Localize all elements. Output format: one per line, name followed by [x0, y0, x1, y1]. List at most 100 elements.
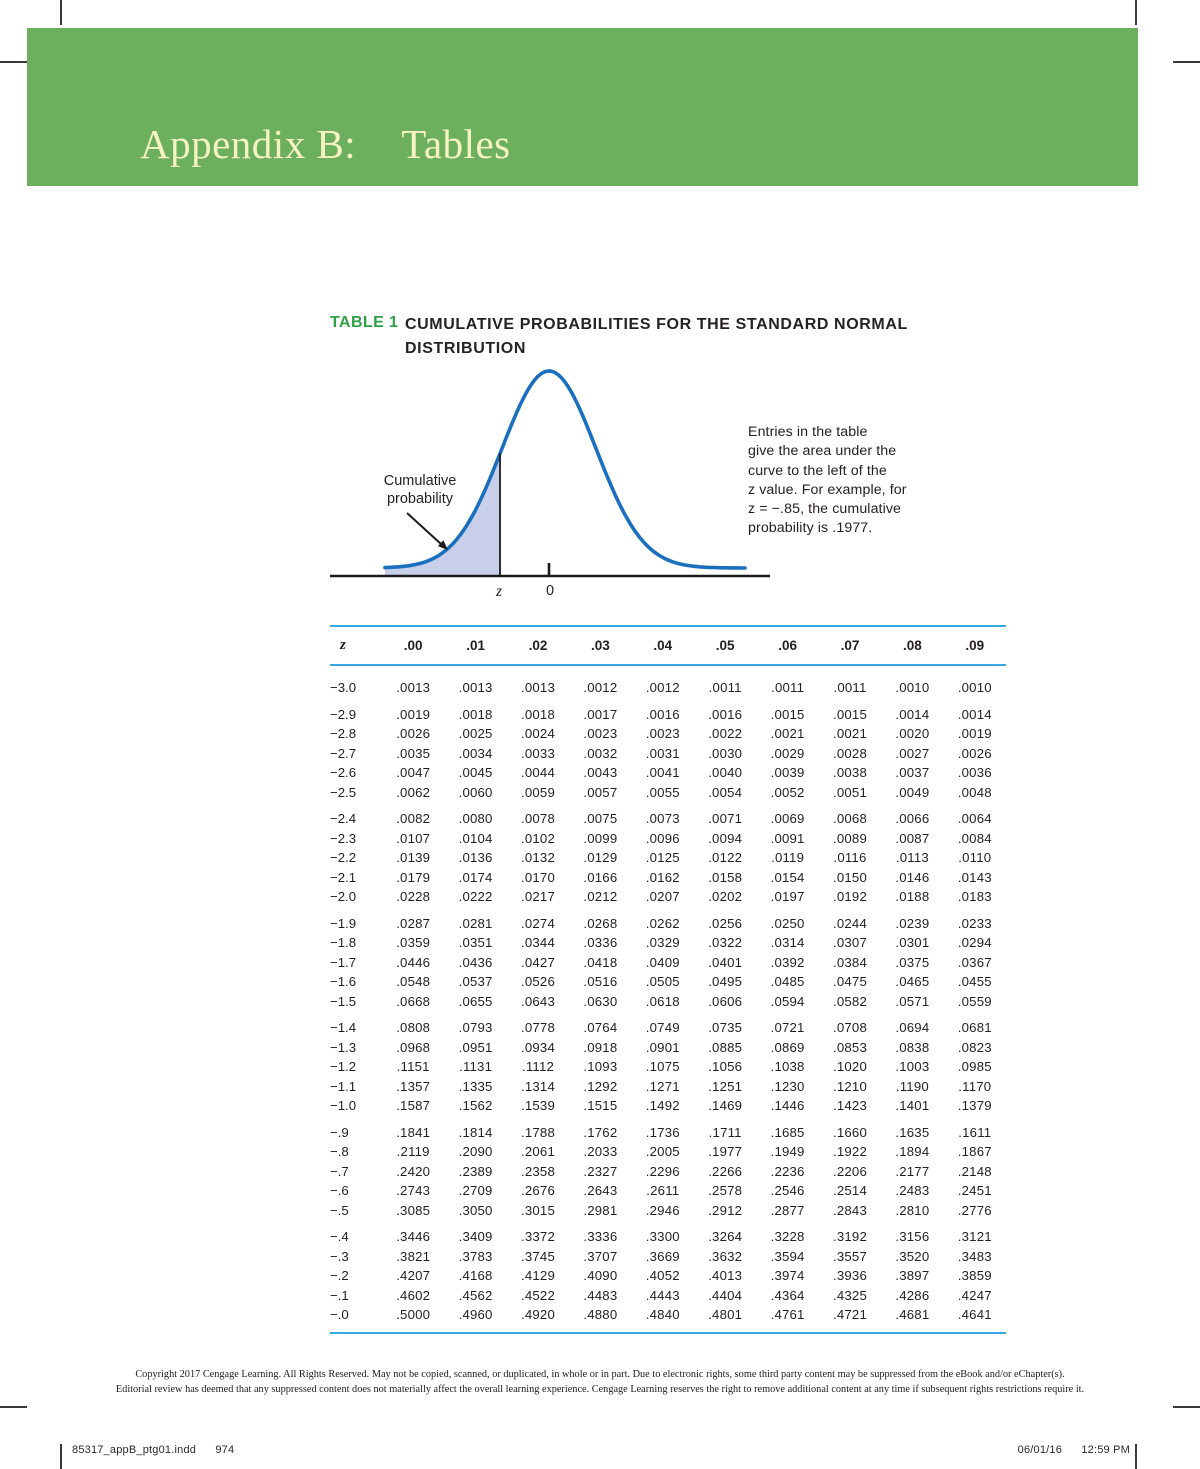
probability-value: .0029 — [770, 745, 805, 761]
probability-value: .1335 — [458, 1078, 493, 1094]
probability-value: .0021 — [832, 726, 867, 742]
footer-right: 06/01/16 12:59 PM — [1018, 1444, 1130, 1456]
z-value: −.0 — [330, 1307, 349, 1323]
probability-value: .0287 — [396, 915, 431, 931]
probability-value: .0375 — [895, 954, 930, 970]
probability-value: .0212 — [583, 889, 618, 905]
normal-curve — [383, 369, 747, 570]
probability-value: .3483 — [957, 1248, 992, 1264]
z-value: −.9 — [330, 1124, 349, 1140]
z-value: −.2 — [330, 1268, 349, 1284]
probability-value: .0384 — [832, 954, 867, 970]
probability-value: .0778 — [520, 1020, 555, 1036]
probability-value: .0951 — [458, 1039, 493, 1055]
probability-value: .1922 — [832, 1144, 867, 1160]
probability-value: .0475 — [832, 974, 867, 990]
probability-value: .0052 — [770, 784, 805, 800]
table-number-label: TABLE 1 — [330, 314, 399, 331]
table-row: −1.5 .0668 .0655 .0643 .0630 .0618 .0606 .0594.… — [330, 992, 1006, 1012]
figure-note: Entries in the table give the area under… — [748, 423, 968, 539]
z-value: −.1 — [330, 1287, 349, 1303]
probability-value: .1131 — [459, 1059, 493, 1075]
probability-value: .0655 — [458, 993, 493, 1009]
cumulative-probability-label-line1: Cumulative — [384, 473, 457, 489]
probability-value: .0013 — [520, 680, 555, 696]
probability-value: .0089 — [832, 830, 867, 846]
probability-value: .0048 — [957, 784, 992, 800]
probability-value: .0401 — [708, 954, 743, 970]
probability-value: .0010 — [895, 680, 930, 696]
row-group: −2.9 .0019 .0018 .0018 .0017 .0016 .0016 .0015.… — [330, 705, 1006, 803]
table-row: −2.8 .0026 .0025 .0024 .0023 .0023 .0022 .0021.… — [330, 724, 1006, 744]
probability-value: .0014 — [957, 706, 992, 722]
probability-value: .0239 — [895, 915, 930, 931]
probability-value: .0080 — [458, 811, 493, 827]
probability-value: .0026 — [957, 745, 992, 761]
z-value: −2.8 — [330, 726, 357, 742]
crop-mark-top-right-v — [1135, 0, 1137, 25]
probability-value: .0582 — [832, 993, 867, 1009]
probability-value: .0158 — [708, 869, 743, 885]
copyright-notice: Copyright 2017 Cengage Learning. All Rig… — [60, 1368, 1140, 1397]
probability-value: .0018 — [458, 706, 493, 722]
probability-value: .3409 — [458, 1229, 493, 1245]
probability-value: .0011 — [833, 680, 867, 696]
probability-value: .0146 — [895, 869, 930, 885]
probability-value: .1660 — [832, 1124, 867, 1140]
probability-value: .4641 — [957, 1307, 992, 1323]
table-row: −2.1 .0179 .0174 .0170 .0166 .0162 .0158 .0154.… — [330, 868, 1006, 888]
note-line: z = −.85, the cumulative — [748, 501, 902, 518]
z-value: −.4 — [330, 1229, 349, 1245]
probability-value: .0505 — [645, 974, 680, 990]
probability-value: .4052 — [645, 1268, 680, 1284]
probability-value: .1469 — [708, 1098, 743, 1114]
probability-value: .0102 — [520, 830, 555, 846]
chapter-banner: Appendix B: Tables — [27, 28, 1138, 186]
probability-value: .0037 — [895, 765, 930, 781]
note-line: probability is .1977. — [748, 520, 873, 537]
probability-value: .2877 — [770, 1202, 805, 1218]
table-row: −2.0 .0228 .0222 .0217 .0212 .0207 .0202 .0197.… — [330, 887, 1006, 907]
probability-value: .1003 — [895, 1059, 930, 1075]
probability-value: .1093 — [583, 1059, 618, 1075]
probability-value: .0154 — [770, 869, 805, 885]
footer-time: 12:59 PM — [1081, 1444, 1130, 1456]
probability-value: .0045 — [458, 765, 493, 781]
probability-value: .3228 — [770, 1229, 805, 1245]
probability-value: .5000 — [396, 1307, 431, 1323]
probability-value: .0084 — [957, 830, 992, 846]
table-title-line1: CUMULATIVE PROBABILITIES FOR THE STANDAR… — [405, 316, 908, 333]
probability-value: .0064 — [957, 811, 992, 827]
z-value: −2.6 — [330, 765, 357, 781]
probability-value: .1841 — [396, 1124, 431, 1140]
copyright-line1: Copyright 2017 Cengage Learning. All Rig… — [135, 1369, 1065, 1380]
probability-value: .0012 — [583, 680, 618, 696]
table-row: −2.6 .0047 .0045 .0044 .0043 .0041 .0040 .0039.… — [330, 763, 1006, 783]
table-row: −.7 .2420 .2389 .2358 .2327 .2296 .2266 .2236 .2… — [330, 1162, 1006, 1182]
probability-value: .0104 — [458, 830, 493, 846]
probability-value: .0262 — [645, 915, 680, 931]
row-group: −.4 .3446 .3409 .3372 .3336 .3300 .3264 .3228 .3… — [330, 1227, 1006, 1325]
crop-mark-bottom-right-v — [1135, 1444, 1137, 1469]
probability-value: .0793 — [458, 1020, 493, 1036]
probability-value: .0017 — [583, 706, 618, 722]
table-header-row: z .00 .01 .02 .03 .04 .05 .06 .07 .08 .09 — [330, 627, 1006, 664]
probability-value: .1562 — [458, 1098, 493, 1114]
note-line: Entries in the table — [748, 424, 868, 440]
probability-value: .4129 — [520, 1268, 555, 1284]
row-group: −2.4 .0082 .0080 .0078 .0075 .0073 .0071 .0069.… — [330, 809, 1006, 907]
probability-value: .3821 — [396, 1248, 431, 1264]
probability-value: .3520 — [895, 1248, 930, 1264]
probability-value: .0132 — [520, 850, 555, 866]
production-footer: 85317_appB_ptg01.indd 974 06/01/16 12:59… — [72, 1444, 1130, 1456]
column-header: .09 — [965, 638, 985, 653]
probability-value: .0367 — [957, 954, 992, 970]
column-header: .01 — [466, 638, 485, 653]
table-row: −.3 .3821 .3783 .3745 .3707 .3669 .3632 .3594 .3… — [330, 1247, 1006, 1267]
probability-value: .2358 — [520, 1163, 555, 1179]
z-value: −.8 — [330, 1144, 349, 1160]
row-group: −.9 .1841 .1814 .1788 .1762 .1736 .1711 .1685 .1… — [330, 1123, 1006, 1221]
probability-value: .0838 — [895, 1039, 930, 1055]
probability-value: .4801 — [708, 1307, 743, 1323]
